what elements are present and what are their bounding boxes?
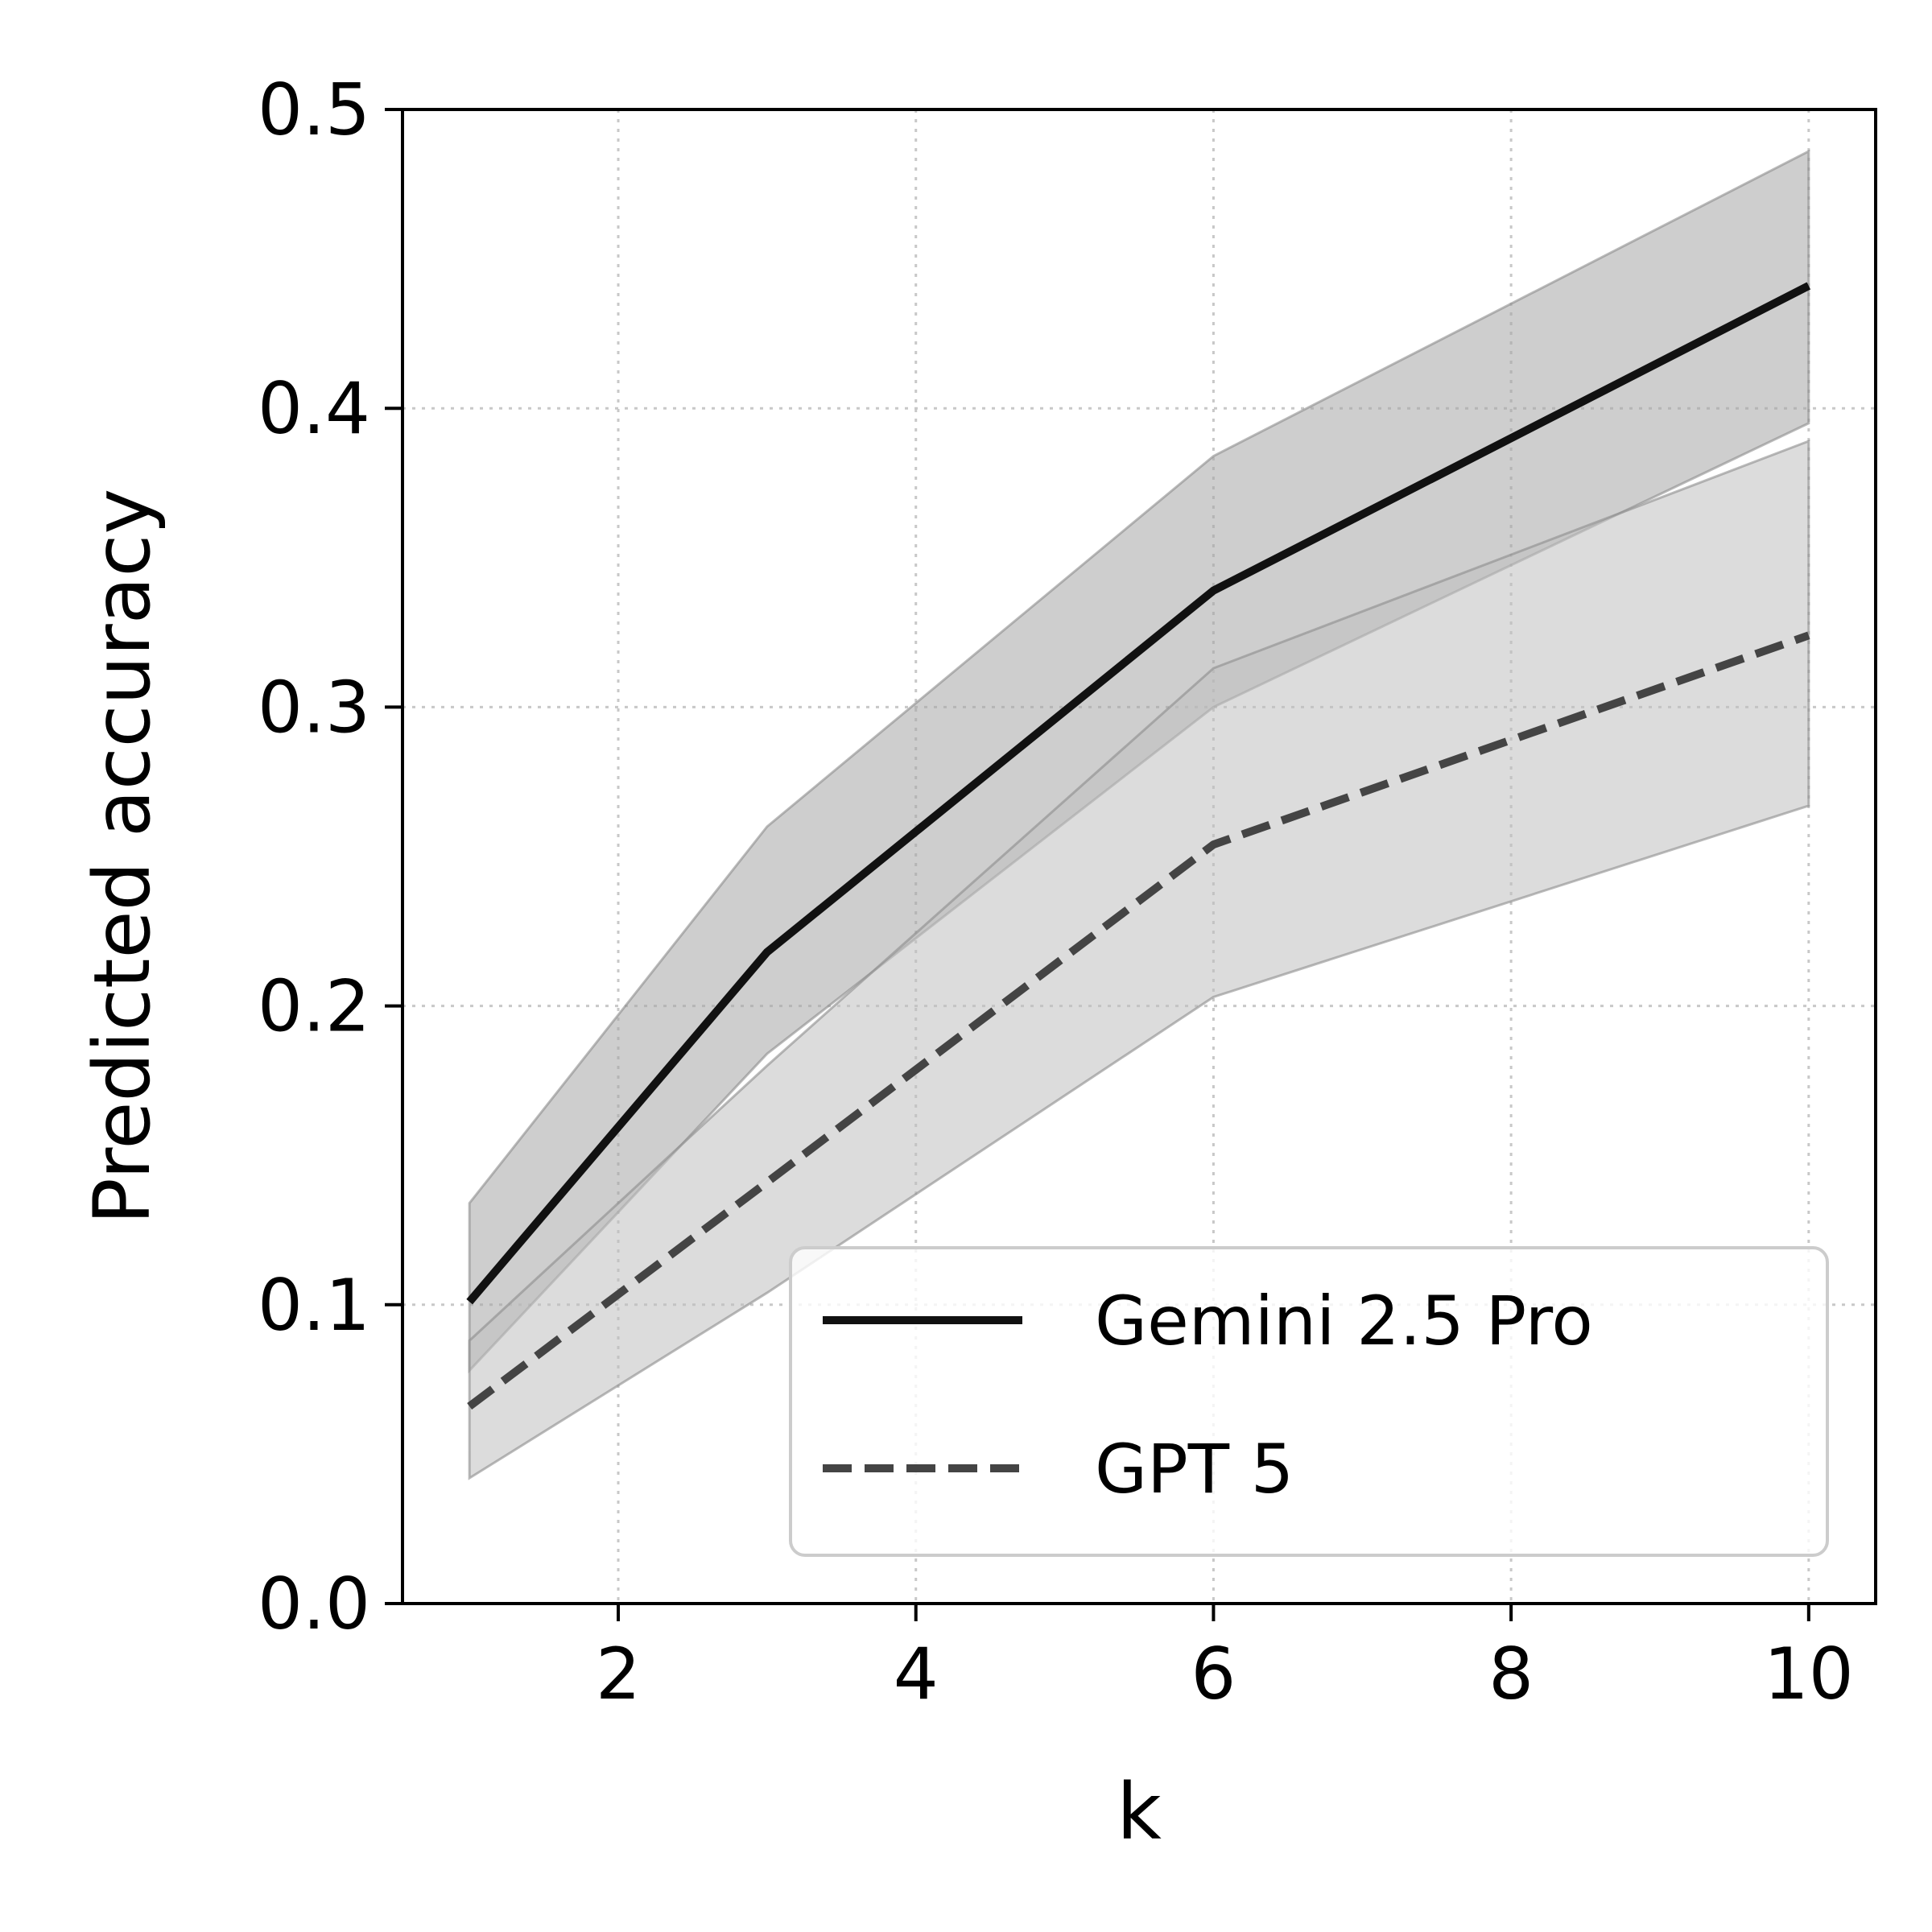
y-tick-label: 0.4 [258, 367, 370, 450]
y-axis-ticks: 0.0 0.1 0.2 0.3 0.4 0.5 [258, 68, 402, 1645]
y-tick-label: 0.5 [258, 68, 370, 151]
x-axis-ticks: 2 4 6 8 10 [596, 1604, 1854, 1715]
series-lines [466, 282, 1811, 1410]
x-tick-label: 4 [894, 1633, 939, 1715]
x-axis-label: k [1117, 1767, 1162, 1857]
y-tick-label: 0.1 [258, 1264, 370, 1347]
x-tick-label: 2 [596, 1633, 641, 1715]
x-tick-label: 6 [1191, 1633, 1236, 1715]
series-line-0 [466, 282, 1811, 1305]
x-tick-label: 10 [1764, 1633, 1854, 1715]
y-tick-label: 0.0 [258, 1563, 370, 1645]
y-tick-label: 0.2 [258, 965, 370, 1048]
legend-label-1: GPT 5 [1095, 1430, 1294, 1509]
plot-frame [401, 108, 1877, 1605]
legend-label-0: Gemini 2.5 Pro [1095, 1282, 1593, 1360]
confidence-band-1 [468, 439, 1810, 1480]
x-tick-label: 8 [1488, 1633, 1534, 1715]
series-line-1 [467, 631, 1810, 1410]
y-axis-label: Predicted accuracy [77, 489, 167, 1224]
legend-box [789, 1246, 1829, 1557]
y-tick-label: 0.3 [258, 666, 370, 749]
legend: Gemini 2.5 Pro GPT 5 [789, 1246, 1829, 1557]
